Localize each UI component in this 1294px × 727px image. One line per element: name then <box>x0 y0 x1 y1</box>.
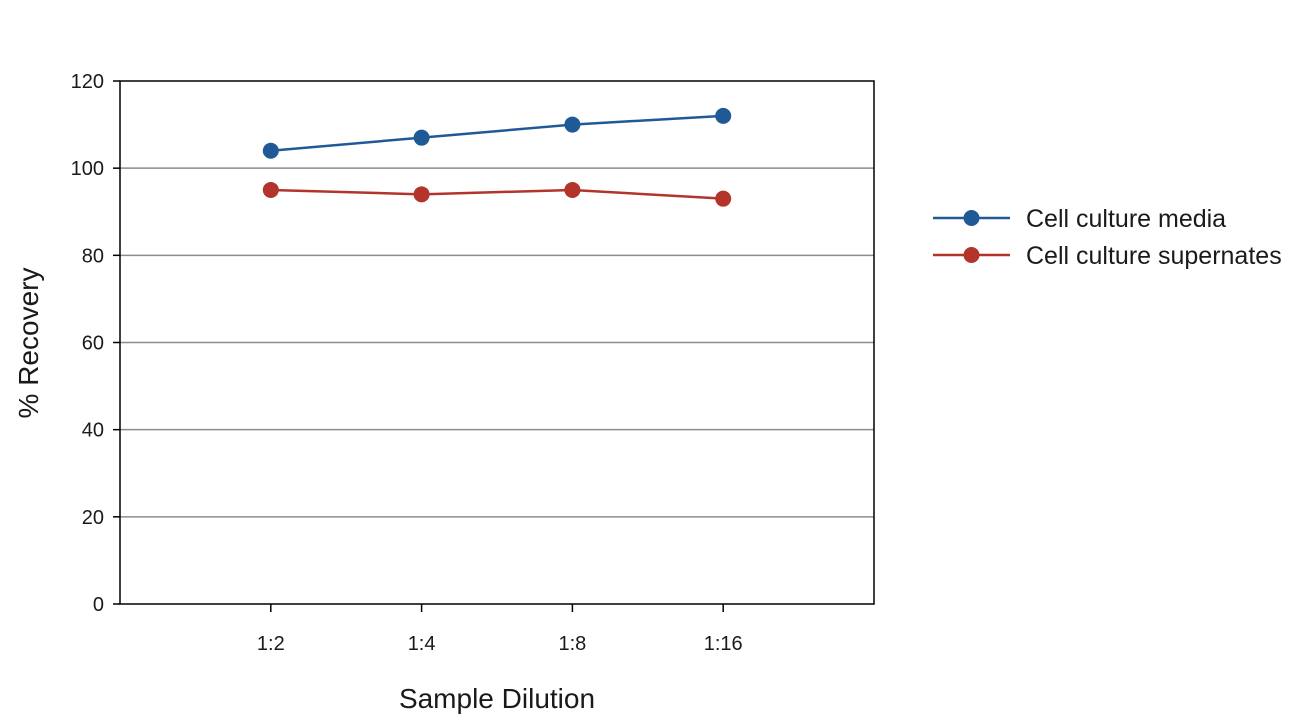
gridlines <box>120 167 874 518</box>
x-tick-label: 1:16 <box>704 633 743 655</box>
y-tick-label: 0 <box>93 594 104 616</box>
series <box>262 107 732 207</box>
data-point <box>262 181 279 198</box>
data-point <box>413 186 430 203</box>
series-line <box>270 114 724 152</box>
series-line <box>270 188 724 200</box>
y-tick-label: 80 <box>82 245 104 267</box>
x-tick-label: 1:2 <box>257 633 285 655</box>
series-1 <box>262 181 732 207</box>
legend-label: Cell culture media <box>1026 205 1226 233</box>
data-point <box>262 142 279 159</box>
y-axis-title: % Recovery <box>13 268 44 419</box>
legend-swatch-marker <box>963 210 980 226</box>
legend-swatch-marker <box>963 247 980 263</box>
data-point <box>715 107 732 124</box>
y-tick-label: 120 <box>71 71 104 93</box>
legend-label: Cell culture supernates <box>1026 242 1282 270</box>
y-axis-ticks: 0 20 40 60 80 100 120 <box>71 71 120 616</box>
y-tick-label: 100 <box>71 158 104 180</box>
x-axis-ticks: 1:2 1:4 1:8 1:16 <box>257 604 743 655</box>
series-0 <box>262 107 732 159</box>
data-point <box>564 116 581 133</box>
legend-item: Cell culture media <box>933 205 1226 233</box>
x-axis-title: Sample Dilution <box>399 683 595 714</box>
data-point <box>413 129 430 146</box>
y-tick-label: 40 <box>82 420 104 442</box>
x-tick-label: 1:4 <box>408 633 436 655</box>
data-point <box>715 190 732 207</box>
y-tick-label: 20 <box>82 507 104 529</box>
legend-item: Cell culture supernates <box>933 242 1282 270</box>
data-point <box>564 181 581 198</box>
x-tick-label: 1:8 <box>558 633 586 655</box>
legend: Cell culture media Cell culture supernate… <box>933 205 1282 270</box>
y-tick-label: 60 <box>82 333 104 355</box>
